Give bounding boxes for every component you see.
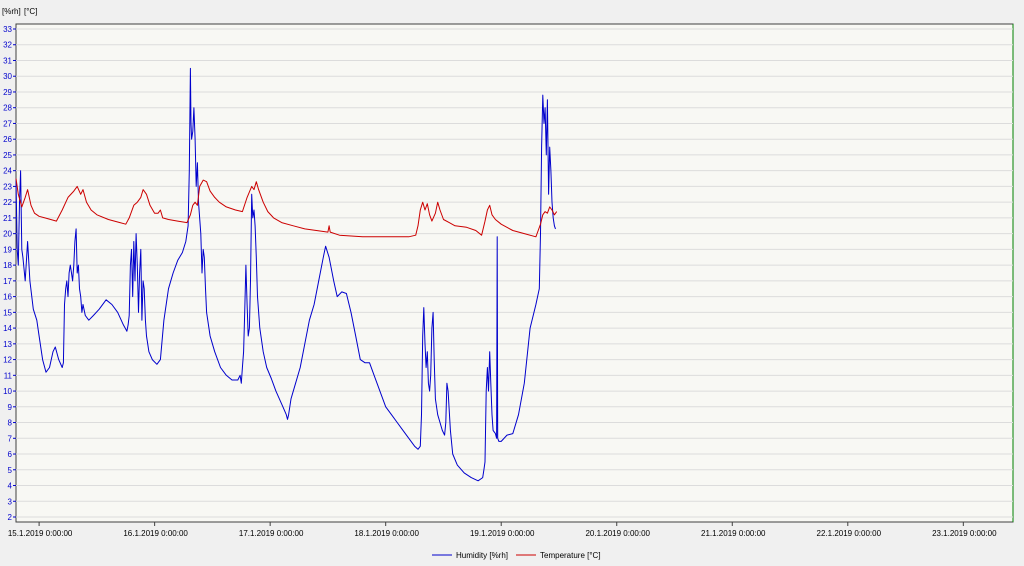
- x-tick-label: 20.1.2019 0:00:00: [585, 529, 650, 538]
- y-tick-label: 26: [3, 135, 12, 144]
- y-tick-label: 11: [4, 371, 13, 380]
- y-tick-label: 12: [3, 356, 12, 365]
- y-tick-label: 2: [8, 513, 13, 522]
- humidity-unit-label: [%rh]: [2, 7, 21, 16]
- y-tick-label: 14: [3, 324, 12, 333]
- legend-label-humidity: Humidity [%rh]: [456, 551, 508, 560]
- y-tick-label: 7: [8, 434, 13, 443]
- x-tick-label: 22.1.2019 0:00:00: [817, 529, 882, 538]
- legend: Humidity [%rh] Temperature [°C]: [432, 551, 601, 560]
- y-tick-label: 32: [3, 41, 12, 50]
- x-tick-label: 15.1.2019 0:00:00: [8, 529, 73, 538]
- temperature-unit-label: [°C]: [24, 7, 37, 16]
- y-tick-label: 23: [3, 182, 12, 191]
- y-tick-label: 31: [3, 56, 12, 65]
- temperature-series-line: [15, 178, 558, 238]
- y-tick-label: 8: [8, 419, 13, 428]
- x-axis-ticks: 15.1.2019 0:00:00 16.1.2019 0:00:00 17.1.2…: [8, 522, 997, 538]
- y-tick-label: 10: [3, 387, 12, 396]
- y-tick-label: 19: [3, 245, 12, 254]
- y-tick-label: 9: [8, 403, 13, 412]
- y-tick-label: 17: [3, 277, 12, 286]
- x-tick-label: 16.1.2019 0:00:00: [123, 529, 188, 538]
- grid-layer: [16, 28, 1013, 518]
- y-tick-label: 21: [3, 214, 12, 223]
- y-tick-label: 27: [3, 119, 12, 128]
- y-tick-label: 5: [8, 466, 13, 475]
- x-tick-label: 18.1.2019 0:00:00: [354, 529, 419, 538]
- y-tick-label: 29: [3, 88, 12, 97]
- legend-label-temperature: Temperature [°C]: [540, 551, 601, 560]
- y-tick-label: 24: [3, 167, 12, 176]
- y-tick-label: 22: [3, 198, 12, 207]
- y-tick-label: 16: [3, 293, 12, 302]
- y-tick-label: 20: [3, 230, 12, 239]
- y-tick-label: 33: [3, 25, 12, 34]
- y-tick-label: 18: [3, 261, 12, 270]
- y-tick-label: 3: [8, 497, 13, 506]
- series-layer: [15, 67, 558, 482]
- humidity-series-line: [15, 67, 556, 482]
- y-tick-label: 30: [3, 72, 12, 81]
- y-tick-label: 28: [3, 104, 12, 113]
- x-tick-label: 19.1.2019 0:00:00: [470, 529, 535, 538]
- y-tick-label: 6: [8, 450, 13, 459]
- y-tick-label: 4: [8, 482, 13, 491]
- x-tick-label: 17.1.2019 0:00:00: [239, 529, 304, 538]
- plot-area: [15, 23, 1014, 523]
- y-tick-label: 25: [3, 151, 12, 160]
- x-tick-label: 23.1.2019 0:00:00: [932, 529, 997, 538]
- y-tick-label: 15: [3, 308, 12, 317]
- y-tick-label: 13: [3, 340, 12, 349]
- y-axis-ticks: 2345678910111213141516171819202122232425…: [3, 25, 16, 522]
- x-tick-label: 21.1.2019 0:00:00: [701, 529, 766, 538]
